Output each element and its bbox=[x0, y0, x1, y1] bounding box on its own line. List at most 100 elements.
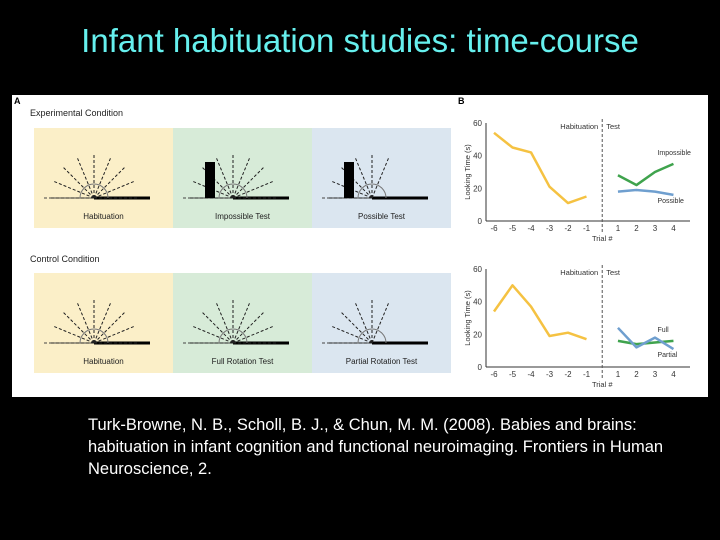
x-tick-label: 3 bbox=[653, 370, 658, 379]
y-tick-label: 60 bbox=[473, 119, 482, 128]
rotation-ray bbox=[62, 311, 95, 344]
x-tick-label: 1 bbox=[616, 370, 621, 379]
rotation-ray bbox=[232, 302, 251, 344]
x-tick-label: -1 bbox=[583, 370, 591, 379]
rotation-ray bbox=[215, 302, 234, 344]
partial-rotation-diagram bbox=[322, 299, 428, 345]
x-tick-label: -2 bbox=[564, 370, 572, 379]
citation: Turk-Browne, N. B., Scholl, B. J., & Chu… bbox=[88, 416, 664, 478]
phase-label-test: Test bbox=[606, 268, 621, 277]
x-tick-label: 4 bbox=[671, 370, 676, 379]
x-tick-label: -3 bbox=[546, 370, 554, 379]
x-axis-label: Trial # bbox=[592, 380, 613, 389]
series-line-habituation bbox=[493, 131, 587, 205]
block-object bbox=[205, 162, 215, 198]
x-tick-label: 4 bbox=[671, 224, 676, 233]
rotation-ray bbox=[371, 302, 390, 344]
experimental-condition-label: Experimental Condition bbox=[30, 108, 124, 118]
full-rotation-diagram bbox=[183, 299, 289, 345]
rotation-ray bbox=[76, 157, 95, 199]
figure: A B Experimental Condition Control Condi… bbox=[12, 95, 708, 397]
x-tick-label: -4 bbox=[527, 224, 535, 233]
rotation-ray bbox=[192, 325, 234, 344]
rotation-ray bbox=[93, 325, 135, 344]
x-tick-label: -3 bbox=[546, 224, 554, 233]
phase-label-test: Test bbox=[606, 122, 621, 131]
phase-label-habituation: Habituation bbox=[560, 268, 598, 277]
rotation-arc bbox=[357, 183, 387, 199]
ctrl-panel-full-rotation: Full Rotation Test bbox=[173, 273, 312, 373]
ctrl-panel-partial-rotation: Partial Rotation Test bbox=[312, 273, 451, 373]
panel-a-letter: A bbox=[14, 96, 21, 106]
x-tick-label: 2 bbox=[634, 370, 639, 379]
panel-caption: Full Rotation Test bbox=[211, 357, 274, 366]
x-axis-label: Trial # bbox=[592, 234, 613, 243]
series-line-possible bbox=[617, 188, 674, 197]
rotation-ray bbox=[62, 166, 95, 199]
chart-control-looking-time: 0 20 40 60 -6 -5 -4 -3 -2 -1 1 2 3 4 Looking Time (s) T… bbox=[463, 265, 690, 389]
series-line-impossible bbox=[617, 162, 674, 187]
exp-panel-possible-test: Possible Test bbox=[312, 128, 451, 228]
y-tick-label: 20 bbox=[473, 184, 482, 193]
x-tick-label: -1 bbox=[583, 224, 591, 233]
rotation-ray bbox=[232, 166, 265, 199]
rotation-arc bbox=[218, 328, 248, 344]
series-label-partial: Partial bbox=[657, 352, 677, 359]
rotation-ray bbox=[53, 180, 95, 199]
y-axis-label: Looking Time (s) bbox=[463, 144, 472, 200]
rotation-ray bbox=[331, 325, 373, 344]
rotation-ray bbox=[76, 302, 95, 344]
panel-caption: Possible Test bbox=[358, 212, 405, 221]
rotation-ray bbox=[215, 157, 234, 199]
block-object bbox=[344, 162, 354, 198]
x-tick-label: -5 bbox=[509, 224, 517, 233]
rotation-ray bbox=[201, 311, 234, 344]
panel-caption: Partial Rotation Test bbox=[345, 357, 418, 366]
rotation-ray bbox=[354, 302, 373, 344]
x-tick-label: -2 bbox=[564, 224, 572, 233]
impossible-test-diagram bbox=[183, 154, 289, 200]
rotation-ray bbox=[354, 157, 373, 199]
rotation-ray bbox=[371, 157, 390, 199]
y-tick-label: 20 bbox=[473, 330, 482, 339]
x-tick-label: 3 bbox=[653, 224, 658, 233]
exp-panel-habituation: Habituation bbox=[34, 128, 173, 228]
rotation-ray bbox=[93, 311, 126, 344]
x-tick-label: 1 bbox=[616, 224, 621, 233]
ctrl-panel-habituation: Habituation bbox=[34, 273, 173, 373]
x-tick-label: -5 bbox=[509, 370, 517, 379]
chart-experimental-looking-time: 0 20 40 60 -6 -5 -4 -3 -2 -1 1 2 3 4 Looking Time (s) T… bbox=[463, 119, 691, 243]
slide-title: Infant habituation studies: time-course bbox=[81, 22, 639, 59]
rotation-ray bbox=[232, 180, 274, 199]
y-tick-label: 60 bbox=[473, 265, 482, 274]
series-line-habituation bbox=[492, 284, 587, 341]
y-tick-label: 40 bbox=[473, 152, 482, 161]
x-tick-label: 2 bbox=[634, 224, 639, 233]
exp-panel-impossible-test: Impossible Test bbox=[173, 128, 312, 228]
rotation-ray bbox=[340, 311, 373, 344]
possible-test-diagram bbox=[322, 154, 428, 200]
rotation-arc bbox=[357, 328, 387, 344]
x-tick-label: -6 bbox=[490, 224, 498, 233]
rotation-ray bbox=[93, 302, 112, 344]
y-axis-label: Looking Time (s) bbox=[463, 290, 472, 346]
series-label-impossible: Impossible bbox=[657, 150, 691, 157]
control-condition-label: Control Condition bbox=[30, 254, 100, 264]
panel-caption: Habituation bbox=[83, 357, 124, 366]
rotation-ray bbox=[93, 166, 126, 199]
phase-label-habituation: Habituation bbox=[560, 122, 598, 131]
rotation-arc bbox=[218, 183, 248, 199]
rotation-ray bbox=[232, 325, 274, 344]
x-tick-label: -6 bbox=[490, 370, 498, 379]
panel-caption: Habituation bbox=[83, 212, 124, 221]
series-line-partial bbox=[617, 326, 675, 351]
series-label-full: Full bbox=[657, 327, 669, 334]
rotation-ray bbox=[232, 311, 265, 344]
y-tick-label: 40 bbox=[473, 298, 482, 307]
y-tick-label: 0 bbox=[478, 363, 483, 372]
habituation-drawbridge-diagram bbox=[44, 154, 150, 200]
rotation-ray bbox=[53, 325, 95, 344]
panel-b-letter: B bbox=[458, 96, 465, 106]
rotation-ray bbox=[232, 157, 251, 199]
rotation-ray bbox=[93, 157, 112, 199]
